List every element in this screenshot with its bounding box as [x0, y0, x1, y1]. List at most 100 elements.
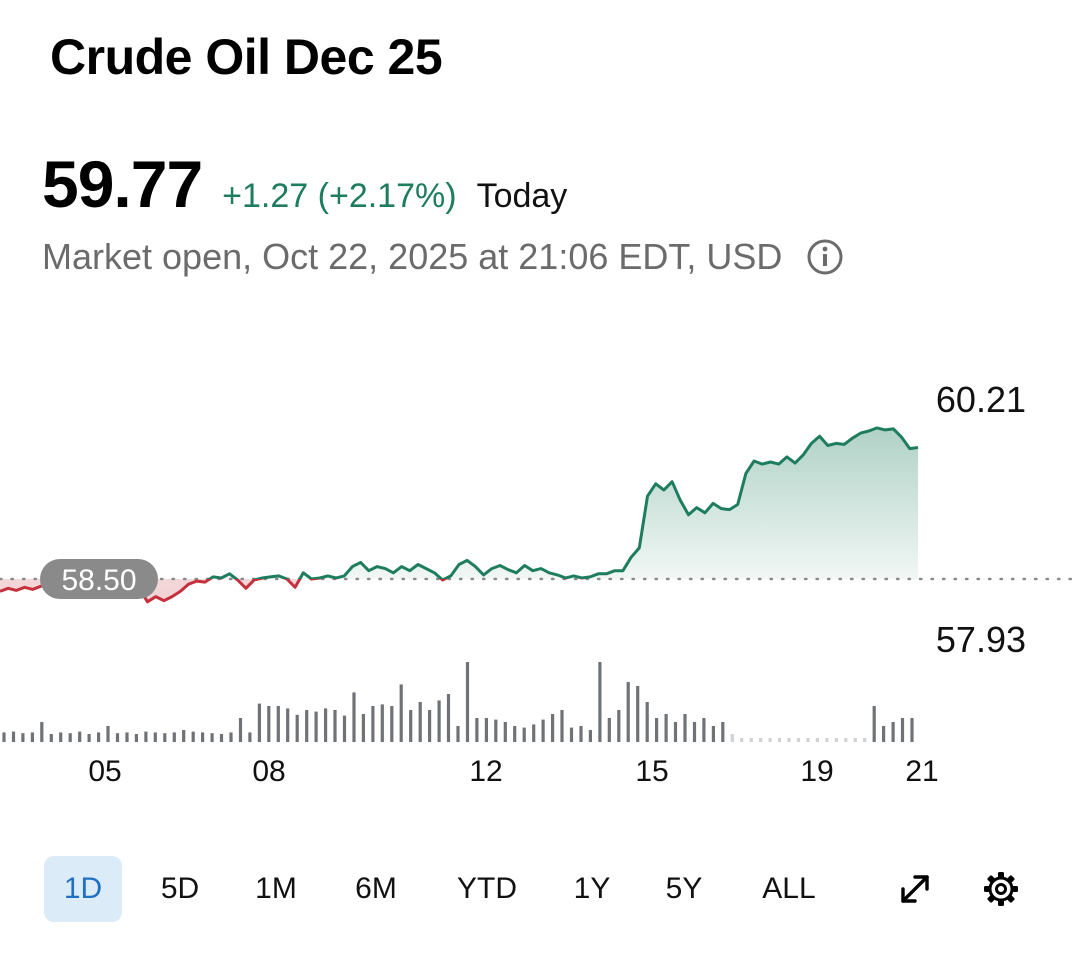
tab-1y[interactable]: 1Y	[573, 872, 611, 905]
gear-icon[interactable]	[982, 870, 1020, 908]
volume-bar	[68, 733, 72, 742]
volume-bar	[815, 738, 819, 742]
volume-bar	[569, 727, 574, 742]
volume-bar	[541, 719, 545, 742]
volume-bar	[551, 714, 555, 742]
x-tick-label: 12	[469, 755, 502, 788]
volume-bar	[626, 682, 630, 742]
volume-bar	[806, 738, 810, 742]
volume-bar	[40, 722, 44, 742]
volume-bar	[49, 734, 53, 742]
volume-bar	[872, 706, 876, 742]
volume-bar	[730, 734, 734, 742]
volume-bar	[11, 731, 16, 742]
market-status: Market open, Oct 22, 2025 at 21:06 EDT, …	[42, 236, 783, 277]
volume-bar	[711, 726, 715, 742]
volume-bar	[21, 733, 25, 742]
info-icon[interactable]	[806, 238, 844, 276]
volume-bar	[513, 726, 517, 742]
volume-bar	[380, 704, 384, 742]
volume-bar	[276, 706, 280, 742]
tab-6m[interactable]: 6M	[355, 872, 397, 905]
volume-bar	[229, 732, 233, 742]
volume-bar	[475, 718, 479, 742]
volume-bar	[191, 731, 195, 742]
volume-bar	[503, 722, 507, 742]
volume-bar	[891, 722, 895, 742]
reference-label: 58.50	[61, 564, 136, 597]
tab-5d[interactable]: 5D	[160, 872, 200, 905]
page-title: Crude Oil Dec 25	[50, 29, 443, 85]
tab-all[interactable]: ALL	[762, 872, 816, 905]
volume-bar	[702, 718, 706, 742]
reference-badge: 58.50	[40, 559, 158, 599]
tab-ytd[interactable]: YTD	[457, 872, 517, 905]
tab-5y[interactable]: 5Y	[665, 872, 703, 905]
volume-bar	[106, 726, 110, 742]
volume-bar	[588, 730, 592, 742]
tab-1m[interactable]: 1M	[255, 872, 297, 905]
volume-bar	[257, 703, 261, 742]
volume-bar	[456, 726, 460, 742]
volume-bar	[125, 732, 129, 742]
volume-bar	[115, 733, 120, 742]
current-price: 59.77	[42, 147, 203, 221]
volume-bar	[796, 738, 801, 742]
price-line-down	[0, 579, 586, 604]
volume-bar	[692, 722, 697, 742]
volume-bar	[882, 726, 886, 742]
volume-bar	[532, 724, 536, 742]
volume-bar	[778, 738, 782, 742]
volume-bar	[910, 718, 914, 742]
volume-bar	[314, 711, 318, 742]
x-tick-label: 15	[635, 755, 668, 788]
volume-bar	[428, 710, 432, 742]
volume-bar	[465, 662, 470, 742]
volume-bar	[787, 738, 791, 742]
volume-bar	[59, 732, 63, 742]
volume-bar	[749, 738, 753, 742]
volume-bar	[683, 714, 687, 742]
volume-bar	[361, 714, 365, 742]
price-chart[interactable]: 58.50 60.21 57.93 05 08 12 15 19 21	[0, 340, 1080, 800]
area-fill-above	[0, 427, 918, 579]
volume-bar	[163, 733, 167, 742]
volume-bar	[834, 738, 838, 742]
volume-bar	[418, 702, 422, 742]
quote-row: 59.77 +1.27 (+2.17%) Today	[42, 146, 567, 222]
volume-bar	[324, 708, 328, 742]
volume-bar	[238, 718, 243, 742]
volume-bar	[172, 732, 176, 742]
high-label: 60.21	[936, 379, 1026, 420]
expand-icon[interactable]	[896, 870, 934, 908]
volume-bar	[863, 738, 867, 742]
volume-bar	[144, 731, 148, 742]
volume-bar	[295, 714, 299, 742]
volume-bar	[721, 722, 725, 742]
volume-bar	[153, 732, 157, 742]
volume-bar	[97, 732, 101, 742]
volume-bar	[201, 732, 205, 742]
market-status-row: Market open, Oct 22, 2025 at 21:06 EDT, …	[42, 236, 844, 278]
tab-1d[interactable]: 1D	[44, 856, 122, 922]
x-tick-label: 05	[88, 755, 121, 788]
volume-bar	[87, 734, 91, 742]
volume-bar	[342, 715, 347, 742]
volume-bar	[78, 731, 82, 742]
volume-bar	[248, 732, 252, 742]
period-label: Today	[476, 177, 568, 215]
volume-bar	[617, 710, 621, 742]
volume-bar	[182, 730, 186, 742]
volume-bar	[740, 738, 744, 742]
low-label: 57.93	[936, 619, 1026, 660]
volume-bar	[844, 738, 848, 742]
x-tick-label: 08	[252, 755, 285, 788]
volume-bar	[390, 706, 394, 742]
volume-bar	[522, 727, 526, 742]
volume-bar	[371, 706, 375, 742]
volume-bar	[446, 694, 451, 742]
volume-bar	[494, 719, 498, 742]
volume-bar	[437, 700, 441, 742]
volume-bar	[607, 718, 611, 742]
volume-bar	[219, 734, 224, 742]
